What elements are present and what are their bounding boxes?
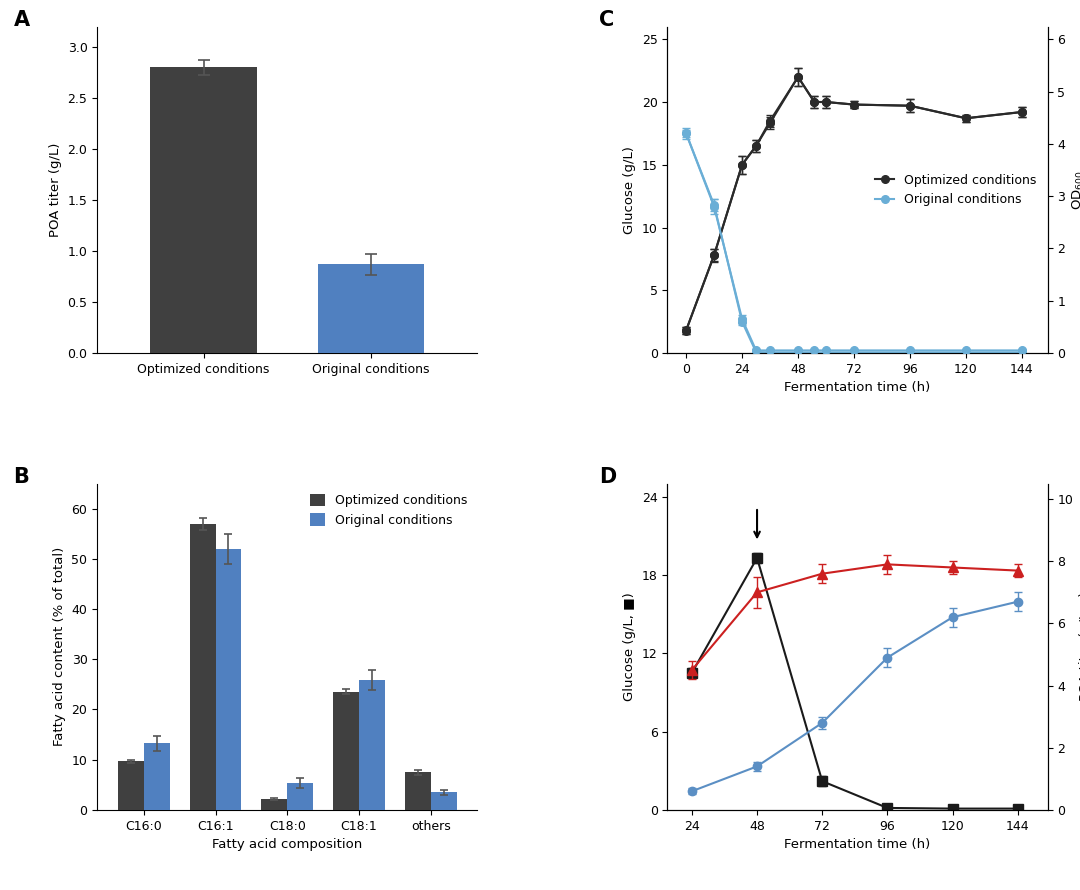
Text: B: B	[14, 467, 29, 487]
Bar	[118, 761, 144, 810]
Y-axis label: Glucose (g/L, ■): Glucose (g/L, ■)	[623, 593, 636, 701]
Bar	[359, 680, 384, 810]
Bar	[431, 792, 457, 810]
Y-axis label: POA titer (g/L): POA titer (g/L)	[49, 142, 62, 237]
Bar	[318, 264, 424, 353]
X-axis label: Fermentation time (h): Fermentation time (h)	[784, 381, 931, 394]
Bar	[190, 523, 216, 810]
Bar	[287, 783, 313, 810]
Y-axis label: POA titer (g/L, ▴)
OD$_{600}$(●): POA titer (g/L, ▴) OD$_{600}$(●)	[1079, 592, 1080, 701]
Text: C: C	[599, 11, 615, 30]
Bar	[144, 743, 170, 810]
Bar	[216, 549, 241, 810]
X-axis label: Fatty acid composition: Fatty acid composition	[212, 838, 363, 851]
Y-axis label: Glucose (g/L): Glucose (g/L)	[623, 146, 636, 234]
Y-axis label: Fatty acid content (% of total): Fatty acid content (% of total)	[53, 547, 66, 747]
X-axis label: Fermentation time (h): Fermentation time (h)	[784, 838, 931, 851]
Bar	[334, 692, 359, 810]
Bar	[261, 799, 287, 810]
Text: D: D	[599, 467, 617, 487]
Legend: Optimized conditions, Original conditions: Optimized conditions, Original condition…	[307, 490, 471, 530]
Bar	[405, 773, 431, 810]
Legend: Optimized conditions, Original conditions: Optimized conditions, Original condition…	[870, 169, 1041, 211]
Y-axis label: OD$_{600}$: OD$_{600}$	[1071, 170, 1080, 210]
Bar	[150, 68, 257, 353]
Text: A: A	[14, 11, 29, 30]
